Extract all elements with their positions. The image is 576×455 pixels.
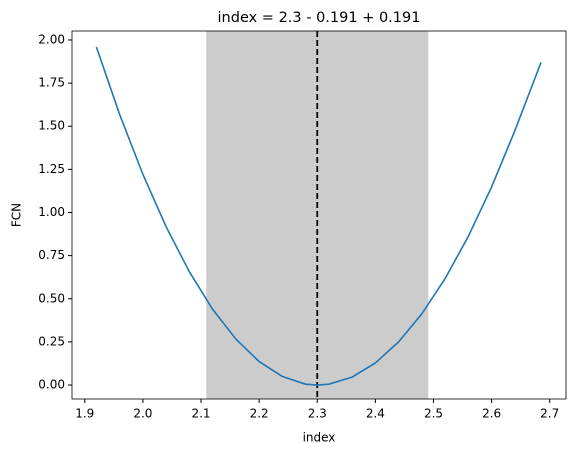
x-tick-label: 2.3 (308, 407, 327, 421)
y-tick-label: 0.00 (38, 378, 65, 392)
fcn-curve (95, 46, 542, 386)
x-tick-label: 2.0 (133, 407, 152, 421)
x-tick-label: 2.5 (424, 407, 443, 421)
x-tick-label: 2.4 (366, 407, 385, 421)
chart-title: index = 2.3 - 0.191 + 0.191 (218, 10, 421, 26)
y-tick-label: 2.00 (38, 32, 65, 46)
y-tick-label: 0.75 (38, 248, 65, 262)
y-tick-label: 0.25 (38, 334, 65, 348)
y-tick-label: 1.25 (38, 162, 65, 176)
y-tick-label: 1.50 (38, 119, 65, 133)
plot-frame (71, 30, 567, 400)
x-tick-label: 1.9 (75, 407, 94, 421)
x-axis-label: index (303, 431, 336, 445)
y-axis-label: FCN (10, 203, 24, 227)
x-tick-label: 2.2 (250, 407, 269, 421)
y-tick-label: 1.00 (38, 205, 65, 219)
x-tick-label: 2.6 (482, 407, 501, 421)
y-tick-label: 0.50 (38, 291, 65, 305)
y-tick-label: 1.75 (38, 76, 65, 90)
x-tick-label: 2.1 (191, 407, 210, 421)
x-tick-label: 2.7 (540, 407, 559, 421)
